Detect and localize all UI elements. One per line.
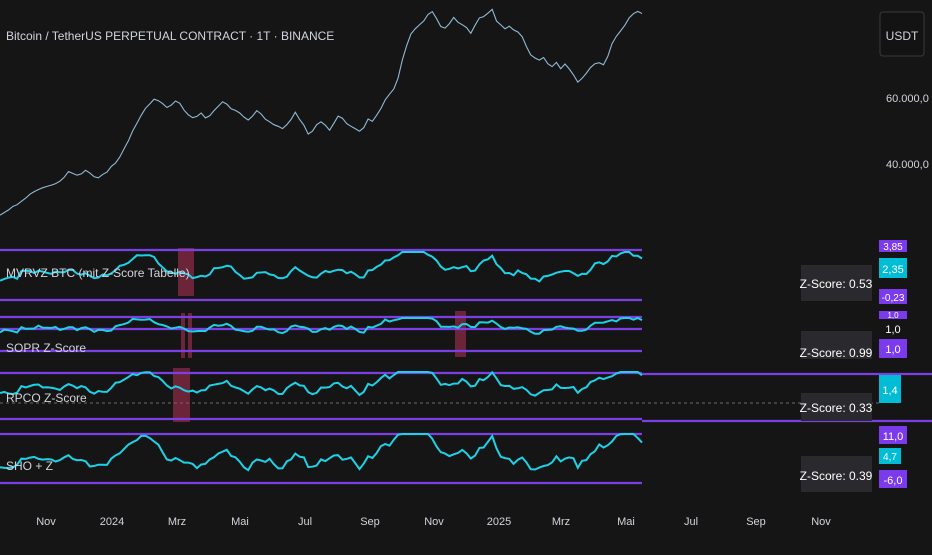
currency-label: USDT [886, 29, 919, 43]
price-axis-label: 60.000,0 [886, 93, 929, 105]
highlight-zone [181, 313, 185, 358]
time-axis-label: Nov [811, 516, 831, 528]
indicator-line [0, 316, 643, 335]
indicator-line [0, 433, 643, 472]
zscore-table-sho: Z-Score: 0.39 [800, 456, 873, 492]
axis-badges-rpco: 1,4 [879, 375, 901, 403]
price-axis-label: 40.000,0 [886, 159, 929, 171]
price-pane[interactable] [0, 8, 643, 216]
time-axis-label: Mai [231, 516, 249, 528]
badge-lower: 1,0 [885, 344, 900, 356]
pane-title-sho: SHO + Z [6, 459, 53, 473]
time-axis-label: 2024 [100, 516, 124, 528]
time-axis-label: Mai [617, 516, 635, 528]
time-axis-label: 2025 [487, 516, 511, 528]
zscore-value: Z-Score: 0.53 [800, 277, 873, 291]
currency-button[interactable]: USDT [879, 11, 925, 57]
highlight-zone [188, 313, 192, 358]
badge-upper: 3,85 [883, 242, 903, 253]
symbol-title: Bitcoin / TetherUS PERPETUAL CONTRACT · … [6, 29, 334, 43]
time-axis-label: Sep [746, 516, 766, 528]
zscore-value: Z-Score: 0.39 [800, 469, 873, 483]
time-axis-label: Nov [424, 516, 444, 528]
time-axis-label: Sep [360, 516, 380, 528]
badge-lower: -6,0 [884, 475, 903, 487]
zscore-value: Z-Score: 0.33 [800, 401, 873, 415]
zscore-value: Z-Score: 0.99 [800, 346, 873, 360]
indicator-line [0, 370, 643, 397]
badge-current: 4,7 [883, 452, 897, 463]
pane-title-mvrvz: MVRVZ BTC (mit Z-Score Tabelle) [6, 266, 190, 280]
time-axis-label: Jul [298, 516, 312, 528]
badge-lower: -0,23 [882, 293, 905, 304]
axis-badges-mvrvz: 3,85 2,35 -0,23 [879, 240, 907, 304]
badge-current: 2,35 [882, 264, 903, 276]
time-axis-label: Mrz [552, 516, 570, 528]
time-axis[interactable]: Nov 2024 Mrz Mai Jul Sep Nov 2025 Mrz Mai Jul Sep No… [36, 516, 831, 528]
zscore-table-mvrvz: Z-Score: 0.53 [800, 265, 873, 301]
badge-upper: 1,0 [887, 311, 899, 320]
pane-title-sopr: SOPR Z-Score [6, 341, 86, 355]
highlight-zone [455, 311, 466, 357]
zscore-table-sopr: Z-Score: 0.99 [800, 331, 873, 360]
time-axis-label: Mrz [168, 516, 186, 528]
indicator-panes[interactable] [0, 248, 932, 485]
badge-current: 1,0 [885, 324, 900, 336]
zscore-table-rpco: Z-Score: 0.33 [800, 393, 873, 421]
time-axis-label: Nov [36, 516, 56, 528]
highlight-zone [178, 248, 194, 296]
indicator-line [0, 251, 643, 283]
axis-badges-sopr: 1,0 1,0 1,0 [879, 311, 907, 358]
highlight-zone [173, 368, 190, 422]
price-series-line [0, 8, 643, 216]
badge-upper: 11,0 [883, 431, 904, 443]
axis-badges-sho: 11,0 4,7 -6,0 [879, 426, 907, 488]
badge-current: 1,4 [882, 385, 897, 397]
time-axis-label: Jul [684, 516, 698, 528]
pane-title-rpco: RPCO Z-Score [6, 391, 87, 405]
